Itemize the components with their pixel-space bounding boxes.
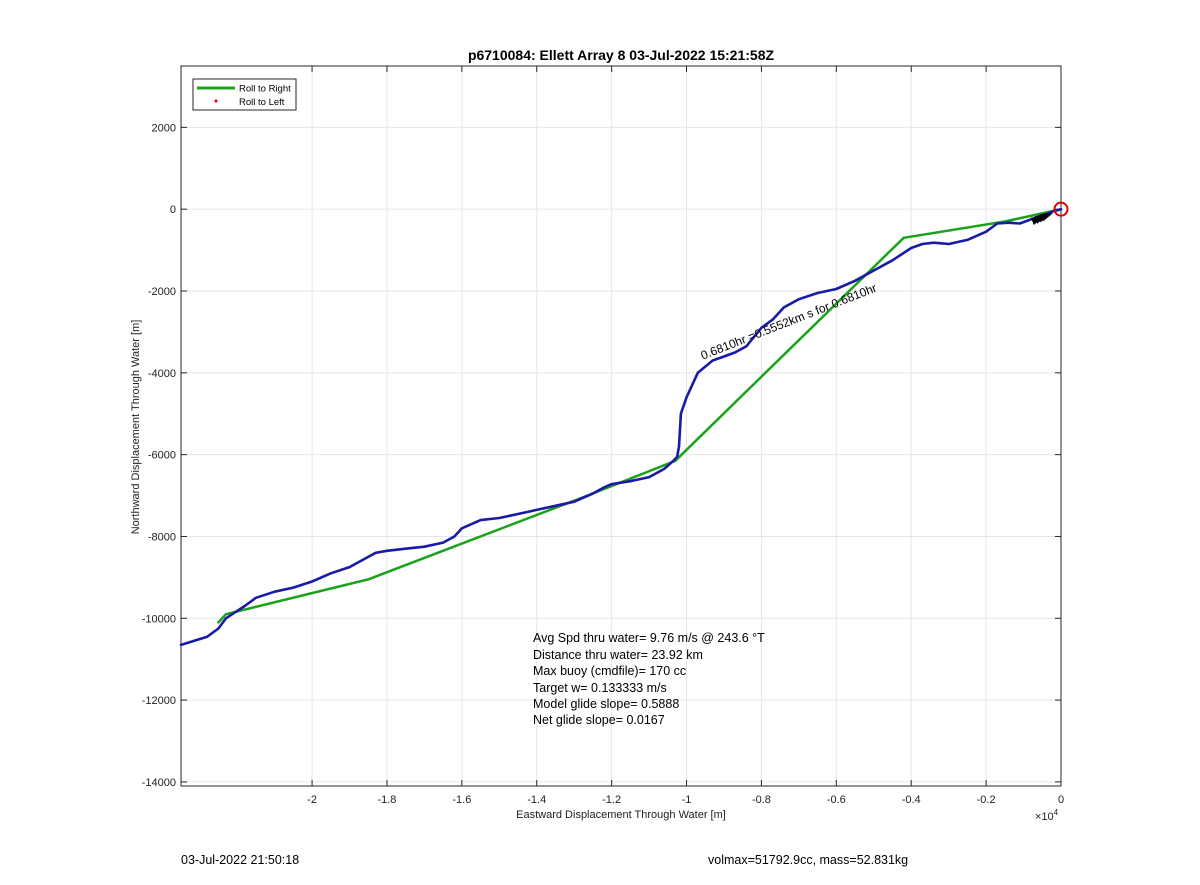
footer-timestamp: 03-Jul-2022 21:50:18 [181, 853, 299, 867]
x-tick-label: -0.2 [977, 794, 996, 806]
direction-arrow [1030, 216, 1044, 226]
annotation-max-buoy: Max buoy (cmdfile)= 170 cc [533, 664, 686, 678]
y-tick-label: -8000 [148, 531, 176, 543]
y-tick-label: -2000 [148, 286, 176, 298]
x-tick-label: -1.6 [452, 794, 471, 806]
x-tick-label: -1 [682, 794, 692, 806]
plot-area [180, 65, 1062, 787]
series-line-roll-right [217, 207, 1063, 624]
x-tick-label: -2 [307, 794, 317, 806]
annotation-distance: Distance thru water= 23.92 km [533, 648, 703, 662]
y-axis-ticks: 2000 0 -2000 -4000 -6000 -8000 -10000 -12000 -14… [142, 122, 1061, 789]
annotation-avg-speed: Avg Spd thru water= 9.76 m/s @ 243.6 °T [533, 631, 765, 645]
y-tick-label: 2000 [152, 122, 176, 134]
x-tick-label: -1.8 [377, 794, 396, 806]
chart-title: p6710084: Ellett Array 8 03-Jul-2022 15:… [468, 47, 775, 63]
x-tick-label: -0.4 [902, 794, 921, 806]
legend-box [192, 78, 297, 111]
y-tick-label: -6000 [148, 450, 176, 462]
y-axis-label: Northward Displacement Through Water [m] [130, 320, 142, 535]
x-tick-label: -0.8 [752, 794, 771, 806]
x-axis-ticks: -2 -1.8 -1.6 -1.4 -1.2 -1 -0.8 -0.6 -0.4 -0.2 0 [307, 66, 1064, 806]
y-tick-label: -12000 [142, 695, 176, 707]
x-axis-label: Eastward Displacement Through Water [m] [516, 809, 726, 821]
legend-label-roll-left: Roll to Left [239, 97, 285, 108]
x-tick-label: -0.6 [827, 794, 846, 806]
end-position-marker [1053, 201, 1069, 217]
legend-label-roll-right: Roll to Right [239, 84, 291, 95]
series-line-track [179, 207, 1063, 647]
stats-annotation: Avg Spd thru water= 9.76 m/s @ 243.6 °T … [533, 631, 765, 727]
legend-marker-roll-left [214, 99, 218, 103]
x-tick-label: -1.4 [527, 794, 546, 806]
x-tick-label: -1.2 [602, 794, 621, 806]
series-layer [179, 207, 1063, 647]
y-tick-label: -14000 [142, 777, 176, 789]
annotation-model-glide: Model glide slope= 0.5888 [533, 697, 679, 711]
legend: Roll to Right Roll to Left [192, 78, 297, 111]
annotation-net-glide: Net glide slope= 0.0167 [533, 713, 665, 727]
y-tick-label: 0 [170, 204, 176, 216]
annotation-target-w: Target w= 0.133333 m/s [533, 681, 667, 695]
marker-layer [1030, 201, 1069, 226]
x-tick-label: 0 [1058, 794, 1064, 806]
y-tick-label: -4000 [148, 368, 176, 380]
y-tick-label: -10000 [142, 613, 176, 625]
x-axis-exponent: ×104 [1035, 808, 1059, 823]
footer-volmax-mass: volmax=51792.9cc, mass=52.831kg [708, 853, 908, 867]
